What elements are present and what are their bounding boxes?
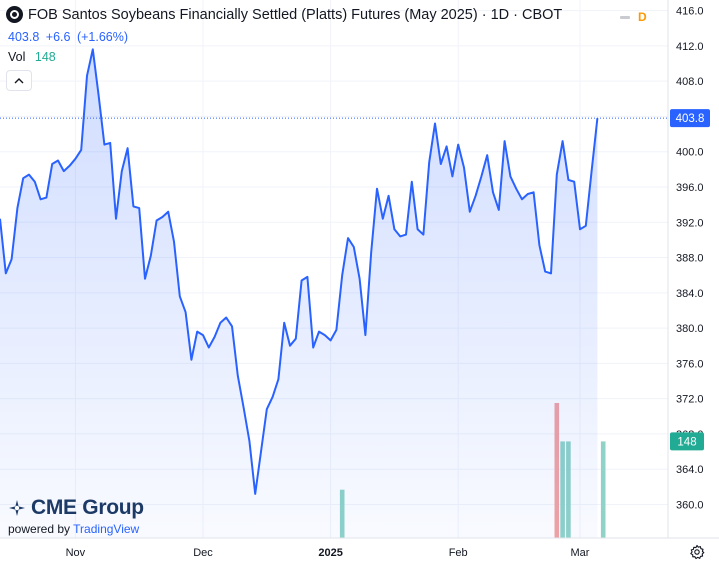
price-line[interactable] bbox=[0, 48, 599, 495]
time-axis[interactable]: Nov Dec 2025 Feb Mar bbox=[0, 537, 719, 559]
powered-by-text: powered by bbox=[8, 522, 71, 536]
y-tick-label: 412.0 bbox=[676, 41, 704, 53]
y-tick-label: 408.0 bbox=[676, 76, 704, 88]
price-area bbox=[0, 49, 598, 539]
y-tick-label: 380.0 bbox=[676, 323, 704, 335]
cme-logo-icon bbox=[6, 6, 23, 23]
last-price-tag: 403.8 bbox=[676, 113, 705, 125]
y-tick-label: 392.0 bbox=[676, 217, 704, 229]
y-tick-label: 376.0 bbox=[676, 358, 704, 370]
y-tick-label: 400.0 bbox=[676, 147, 704, 159]
chart-header: FOB Santos Soybeans Financially Settled … bbox=[6, 6, 562, 23]
y-tick-label: 396.0 bbox=[676, 182, 704, 194]
chart-title: FOB Santos Soybeans Financially Settled … bbox=[28, 6, 563, 23]
gear-icon[interactable] bbox=[689, 544, 705, 560]
collapse-legend-button[interactable] bbox=[6, 70, 32, 91]
chevron-up-icon bbox=[14, 77, 24, 83]
y-tick-label: 388.0 bbox=[676, 253, 704, 265]
last-price-tag-bg bbox=[670, 109, 710, 128]
volume-tag-bg bbox=[670, 432, 704, 451]
status-letter: D bbox=[638, 10, 647, 24]
x-tick-label: Nov bbox=[66, 547, 86, 559]
volume-value: 148 bbox=[34, 50, 56, 64]
powered-by-line: powered by TradingView bbox=[8, 522, 144, 536]
y-tick-label: 416.0 bbox=[676, 6, 704, 18]
volume-legend: Vol 148 bbox=[8, 50, 56, 64]
dash-icon bbox=[620, 15, 630, 19]
market-status[interactable]: D bbox=[620, 10, 647, 24]
branding: CME Group powered by TradingView bbox=[8, 496, 144, 536]
x-tick-label: Dec bbox=[193, 547, 213, 559]
last-price: 403.8 bbox=[8, 30, 40, 44]
price-change: +6.6 bbox=[45, 30, 71, 44]
x-tick-label: 2025 bbox=[318, 547, 342, 559]
volume-label: Vol bbox=[8, 50, 26, 64]
brand-name: CME Group bbox=[31, 496, 144, 519]
volume-tag: 148 bbox=[677, 436, 696, 448]
volume-bar bbox=[600, 441, 606, 538]
axis-value-labels: 403.8 148 bbox=[670, 109, 710, 451]
cme-globe-icon bbox=[9, 500, 25, 516]
x-tick-label: Mar bbox=[571, 547, 590, 559]
x-tick-label: Feb bbox=[449, 547, 468, 559]
price-change-percent: (+1.66%) bbox=[76, 30, 129, 44]
price-axis[interactable]: 360.0364.0368.0372.0376.0380.0384.0388.0… bbox=[667, 0, 704, 538]
y-tick-label: 364.0 bbox=[676, 464, 704, 476]
y-tick-label: 372.0 bbox=[676, 394, 704, 406]
price-legend: 403.8 +6.6 (+1.66%) bbox=[8, 30, 131, 44]
tradingview-link[interactable]: TradingView bbox=[73, 522, 140, 536]
y-tick-label: 360.0 bbox=[676, 499, 704, 511]
y-tick-label: 384.0 bbox=[676, 288, 704, 300]
